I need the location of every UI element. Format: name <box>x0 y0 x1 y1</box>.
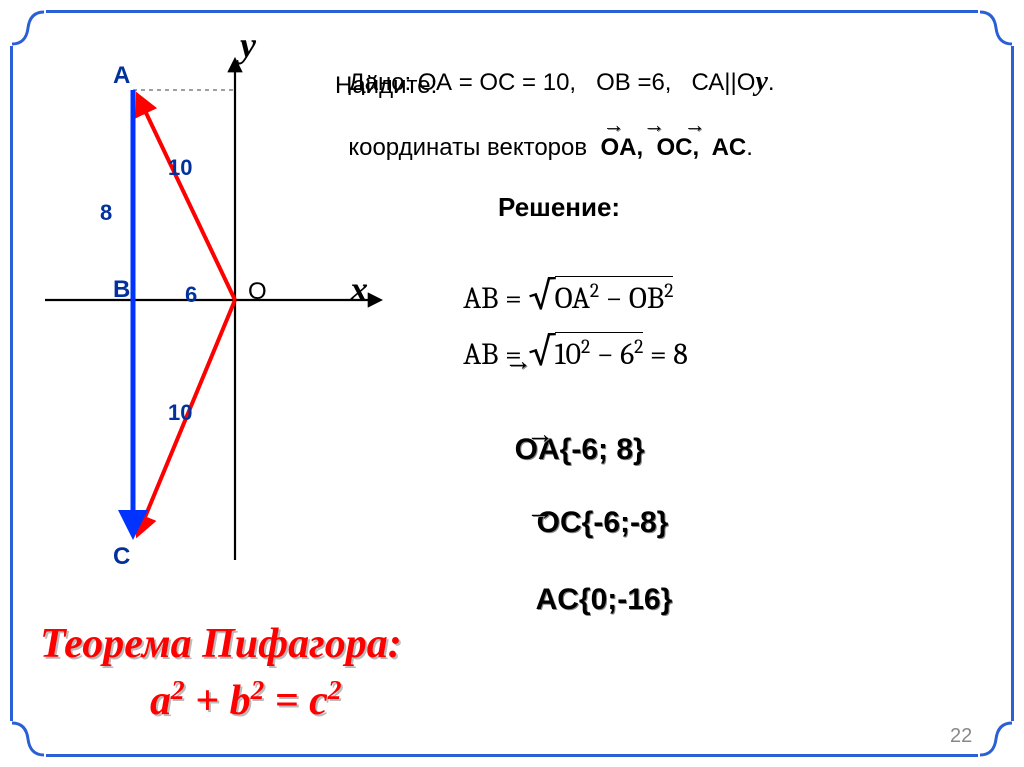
given-3a: координаты векторов <box>348 134 600 161</box>
given-1c: y <box>755 66 767 97</box>
given-3c: . <box>746 134 753 161</box>
formula-2: AB = √102 − 62 = 8 <box>450 293 688 374</box>
origin-label: O <box>248 278 267 306</box>
ans-AC-vec: AC <box>536 583 579 616</box>
len-OA: 10 <box>168 155 192 181</box>
len-OC: 10 <box>168 400 192 426</box>
page-number: 22 <box>950 725 972 748</box>
theorem-line1: Теорема Пифагора: <box>40 620 402 668</box>
point-A-label: A <box>113 62 130 90</box>
corner-tr <box>978 10 1014 46</box>
solution-heading: Решение: <box>498 192 620 223</box>
corner-bl <box>10 721 46 757</box>
len-AB: 8 <box>100 200 112 226</box>
given-line2: Найдите: <box>335 72 437 100</box>
given-1d: . <box>768 69 775 96</box>
x-axis-label: x <box>350 268 368 310</box>
point-C-label: C <box>113 543 130 571</box>
theorem-line2: a2 + b2 = c2 <box>150 675 341 725</box>
given-line3: координаты векторов → → →OA, OC, AC. <box>335 106 753 162</box>
point-B-label: B <box>113 276 130 304</box>
answer-AC: → AC{0;-16} <box>520 515 672 617</box>
given-1b: ||О <box>724 69 755 96</box>
len-OB: 6 <box>185 282 197 308</box>
corner-br <box>978 721 1014 757</box>
given-3b: OA, OC, AC <box>600 134 746 161</box>
ans-AC-vals: {0;-16} <box>579 583 672 616</box>
y-axis-label: y <box>240 24 256 66</box>
f2-eq: = 8 <box>643 337 687 372</box>
